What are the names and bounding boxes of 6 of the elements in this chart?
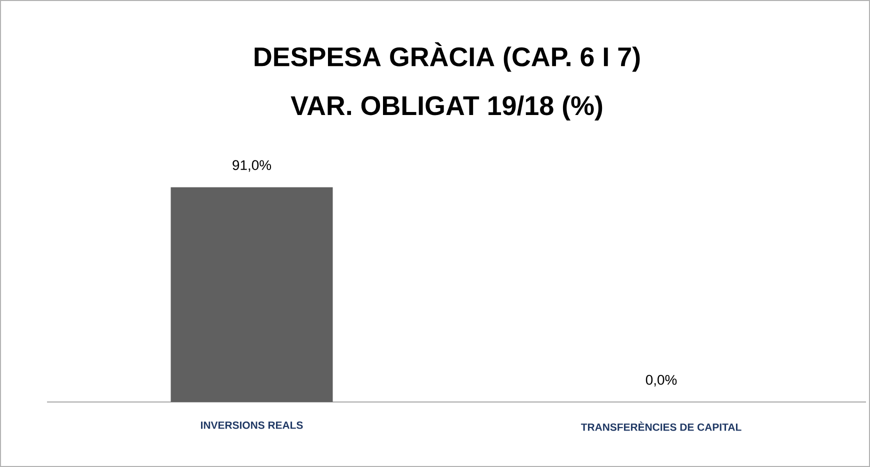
chart-subtitle: VAR. OBLIGAT 19/18 (%) [290,95,602,121]
chart-title: DESPESA GRÀCIA (CAP. 6 I 7) [254,42,640,72]
x-tick-label: TRANSFERÈNCIES DE CAPITAL [580,422,742,431]
data-label: 91,0% [232,160,272,172]
x-tick-label: INVERSIONS REALS [201,422,303,429]
data-label: 0,0% [646,374,677,386]
